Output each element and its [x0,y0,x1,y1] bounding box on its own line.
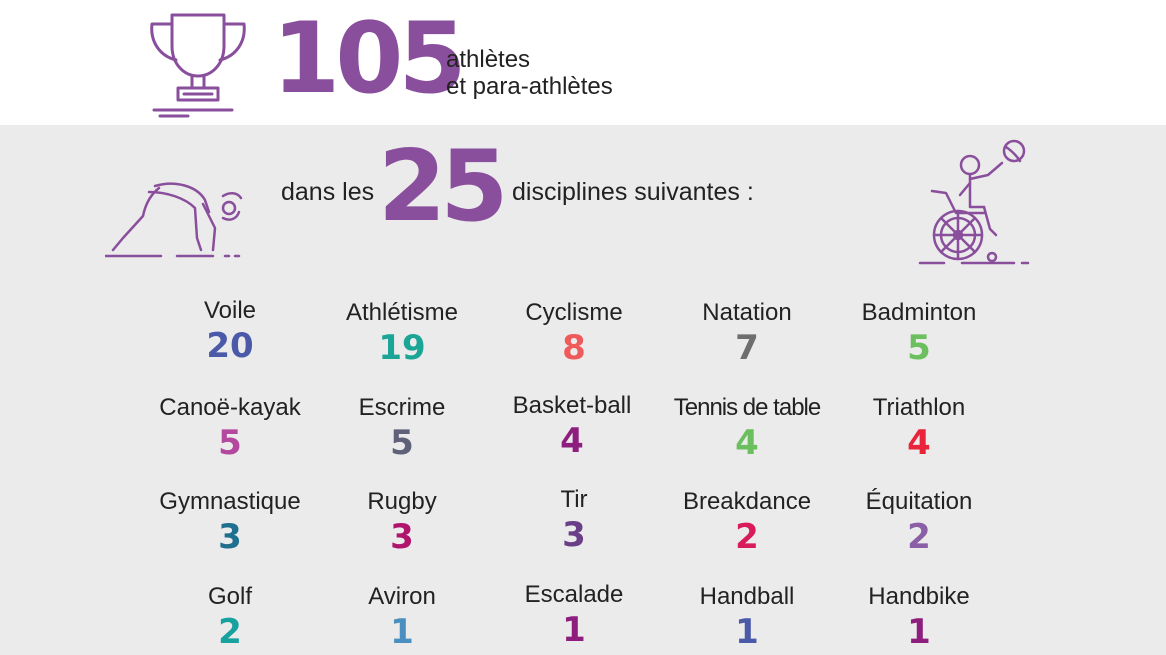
discipline-count: 4 [735,423,759,463]
discipline-count: 1 [907,612,931,652]
wheelchair-athlete-icon [918,139,1030,265]
discipline-escrime: Escrime 5 [302,393,502,463]
discipline-canoe-kayak: Canoë-kayak 5 [130,393,330,463]
discipline-equitation: Équitation 2 [819,487,1019,557]
discipline-count: 4 [907,423,931,463]
discipline-badminton: Badminton 5 [819,298,1019,368]
discipline-count: 2 [907,517,931,557]
discipline-natation: Natation 7 [647,298,847,368]
athletes-label-line1: athlètes [446,46,531,73]
discipline-name: Aviron [368,583,436,610]
discipline-count: 20 [206,326,254,366]
discipline-name: Escalade [524,581,624,608]
discipline-count: 5 [907,328,931,368]
discipline-name: Handball [699,583,795,610]
discipline-triathlon: Triathlon 4 [819,393,1019,463]
discipline-name: Badminton [861,299,977,326]
discipline-name: Équitation [865,488,973,515]
discipline-voile: Voile 20 [130,296,330,366]
discipline-golf: Golf 2 [130,582,330,652]
discipline-name: Athlétisme [345,299,459,326]
trophy-icon [150,13,246,118]
discipline-name: Gymnastique [159,488,301,515]
discipline-escalade: Escalade 1 [474,580,674,650]
header-band [0,0,1166,125]
disciplines-suffix: disciplines suivantes : [512,178,754,206]
discipline-name: Voile [203,297,257,324]
discipline-name: Tir [560,486,588,513]
discipline-count: 3 [562,515,586,555]
discipline-count: 3 [390,517,414,557]
discipline-name: Rugby [367,488,437,515]
discipline-count: 3 [218,517,242,557]
discipline-count: 1 [562,610,586,650]
disciplines-prefix: dans les [281,178,375,206]
sprinter-start-icon [105,182,243,258]
discipline-name: Canoë-kayak [159,394,301,421]
discipline-name: Breakdance [682,488,812,515]
discipline-count: 2 [218,612,242,652]
discipline-count: 2 [735,517,759,557]
discipline-name: Natation [702,299,792,326]
discipline-name: Cyclisme [525,299,623,326]
discipline-tennis-de-table: Tennis de table 4 [647,393,847,463]
discipline-breakdance: Breakdance 2 [647,487,847,557]
discipline-count: 5 [390,423,414,463]
discipline-count: 1 [735,612,759,652]
discipline-name: Basket-ball [512,392,632,419]
discipline-handbike: Handbike 1 [819,582,1019,652]
discipline-tir: Tir 3 [474,485,674,555]
discipline-name: Handbike [868,583,970,610]
discipline-count: 5 [218,423,242,463]
discipline-handball: Handball 1 [647,582,847,652]
discipline-count: 7 [735,328,759,368]
discipline-count: 1 [390,612,414,652]
discipline-name: Triathlon [872,394,966,421]
discipline-count: 8 [562,328,586,368]
discipline-athletisme: Athlétisme 19 [302,298,502,368]
discipline-name: Golf [207,583,252,610]
athletes-count: 105 [272,2,467,116]
athletes-label: athlètes et para-athlètes [446,46,613,100]
discipline-count: 4 [560,421,584,461]
discipline-gymnastique: Gymnastique 3 [130,487,330,557]
discipline-aviron: Aviron 1 [302,582,502,652]
discipline-name: Escrime [358,394,446,421]
disciplines-count: 25 [378,130,508,244]
discipline-count: 19 [378,328,426,368]
athletes-label-line2: et para-athlètes [446,73,613,100]
discipline-rugby: Rugby 3 [302,487,502,557]
discipline-name: Tennis de table [673,394,821,421]
discipline-cyclisme: Cyclisme 8 [474,298,674,368]
discipline-basket-ball: Basket-ball 4 [472,391,672,461]
